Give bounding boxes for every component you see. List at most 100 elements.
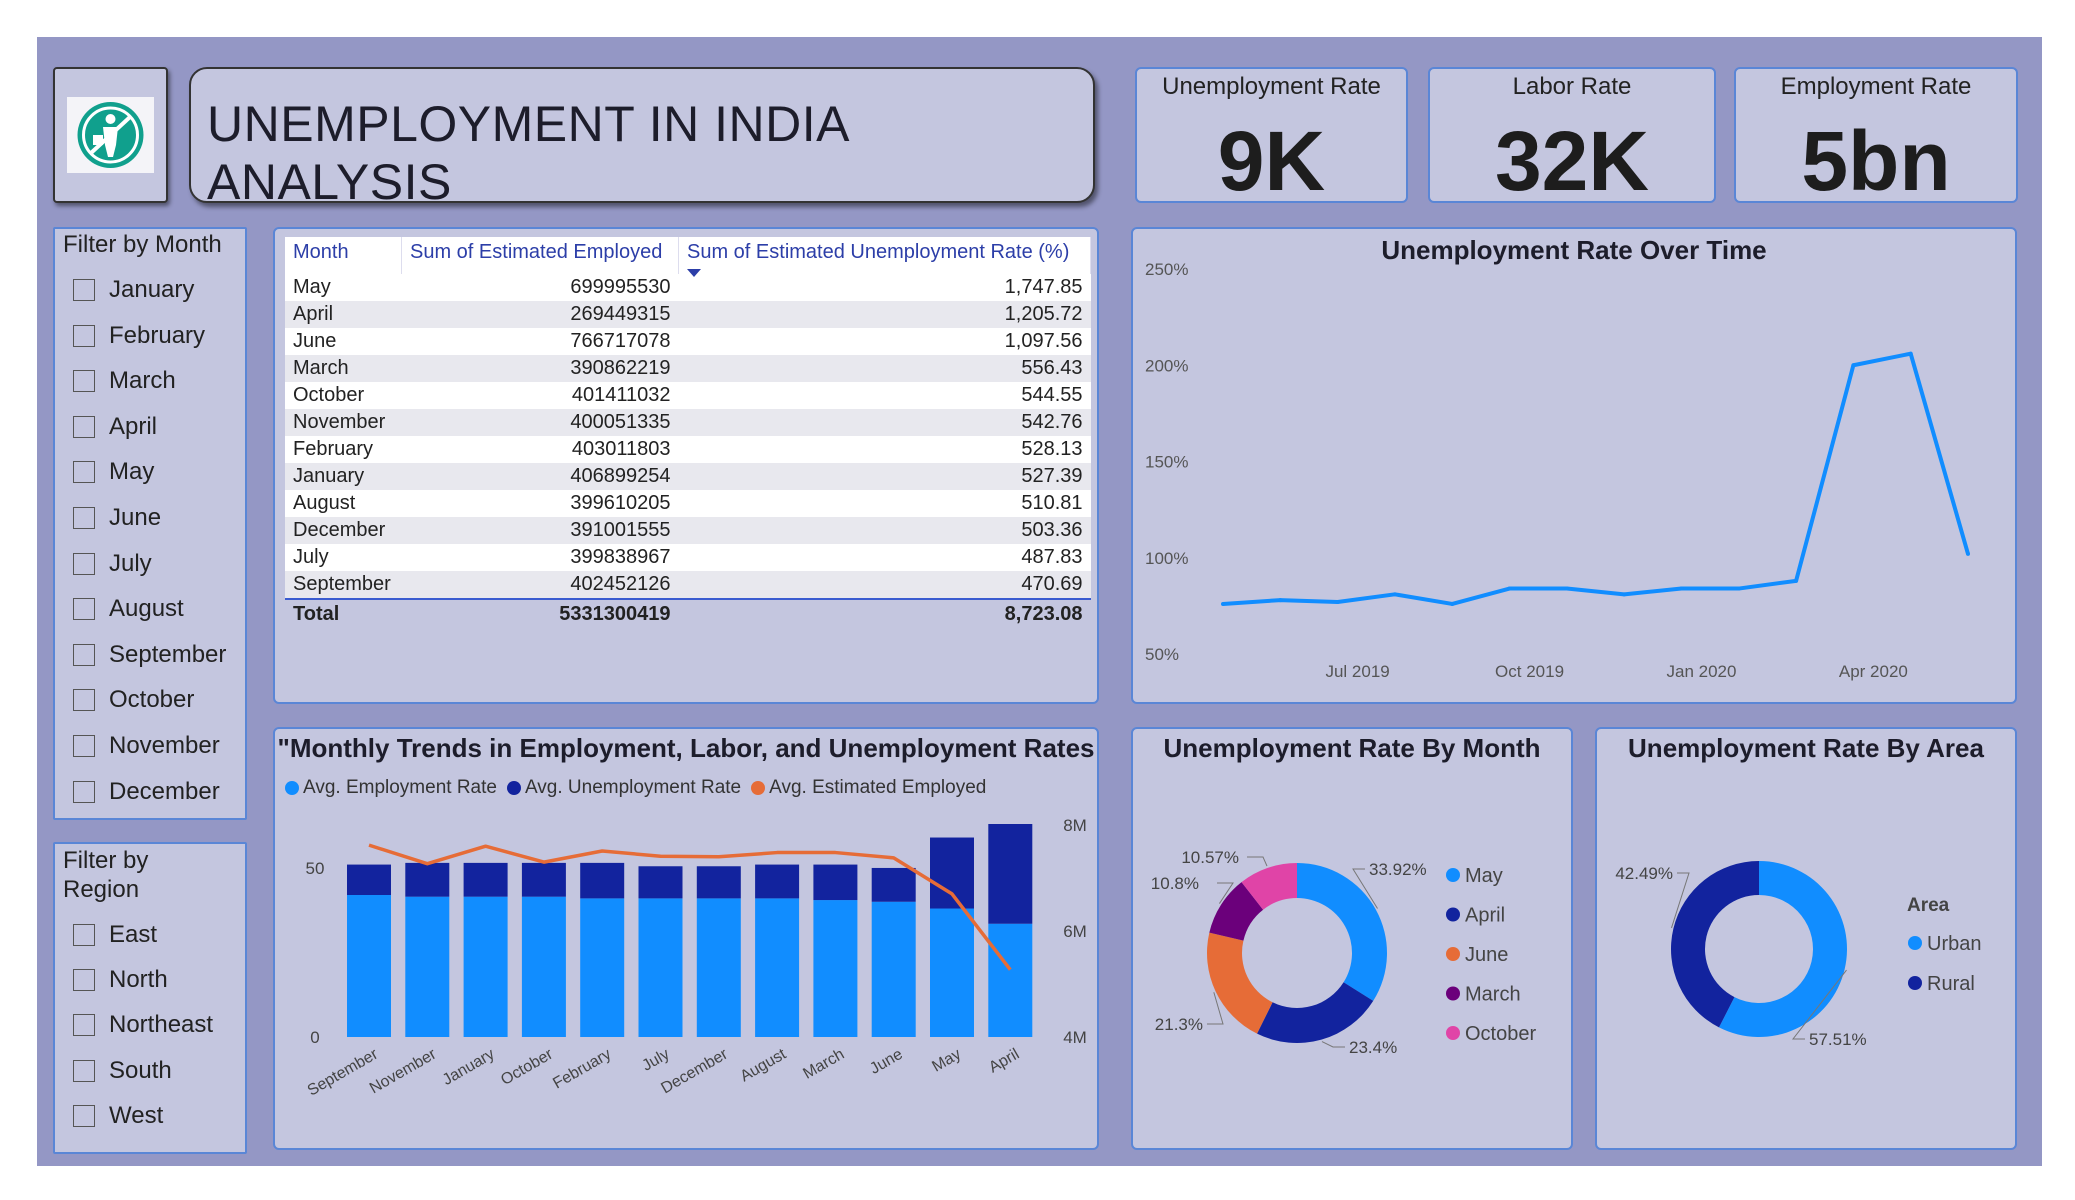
line-chart-visual[interactable]: Unemployment Rate Over Time 50% 100% 150% 2… <box>1131 227 2017 704</box>
region-filter-option[interactable]: North <box>73 964 168 996</box>
line-data-point[interactable] <box>1221 601 1225 606</box>
checkbox[interactable] <box>73 969 95 992</box>
unemployment-rate-bar[interactable] <box>696 866 741 899</box>
month-filter-option[interactable]: October <box>73 684 194 716</box>
area-donut-visual[interactable]: Unemployment Rate By Area 57.51% 42.49% Ar… <box>1595 727 2017 1150</box>
unemployment-rate-bar[interactable] <box>521 862 566 897</box>
table-row[interactable]: January 406899254 527.39 <box>285 463 1091 490</box>
employment-rate-bar[interactable] <box>813 900 858 1037</box>
column-header-month[interactable]: Month <box>285 237 402 274</box>
month-filter-option[interactable]: July <box>73 548 152 580</box>
employment-rate-bar[interactable] <box>638 898 683 1037</box>
employment-rate-bar[interactable] <box>930 908 974 1037</box>
kpi-card-unemployment[interactable]: Unemployment Rate 9K <box>1135 67 1408 208</box>
line-data-point[interactable] <box>1278 598 1283 603</box>
checkbox[interactable] <box>73 1104 95 1127</box>
month-filter-option[interactable]: August <box>73 593 184 625</box>
line-data-point[interactable] <box>1851 363 1856 368</box>
line-data-point[interactable] <box>1564 586 1569 591</box>
estimated-employed-line[interactable] <box>368 843 1012 971</box>
unemployment-rate-line[interactable] <box>1222 351 1970 606</box>
table-row[interactable]: December 391001555 503.36 <box>285 517 1091 544</box>
employment-rate-bar[interactable] <box>347 895 391 1037</box>
checkbox[interactable] <box>73 643 95 666</box>
line-data-point[interactable] <box>1908 351 1913 356</box>
donut-slice[interactable] <box>1241 863 1297 910</box>
checkbox[interactable] <box>73 279 95 301</box>
legend-label[interactable]: May <box>1465 865 1503 887</box>
checkbox[interactable] <box>73 461 95 484</box>
table-row[interactable]: November 400051335 542.76 <box>285 409 1091 436</box>
kpi-card-labor[interactable]: Labor Rate 32K <box>1428 67 1716 208</box>
line-data-point[interactable] <box>1794 578 1799 583</box>
legend-label[interactable]: Rural <box>1927 973 1975 995</box>
line-data-point[interactable] <box>1736 586 1741 591</box>
unemployment-rate-bar[interactable] <box>638 866 683 899</box>
checkbox[interactable] <box>73 598 95 621</box>
donut-slice[interactable] <box>1718 861 1847 1037</box>
month-filter-option[interactable]: November <box>73 730 220 762</box>
donut-slice[interactable] <box>1257 982 1374 1043</box>
table-row[interactable]: May 699995530 1,747.85 <box>285 274 1091 301</box>
line-data-point[interactable] <box>1507 586 1512 591</box>
table-row[interactable]: February 403011803 528.13 <box>285 436 1091 463</box>
line-data-point[interactable] <box>1966 551 1970 556</box>
checkbox[interactable] <box>73 507 95 529</box>
employment-rate-bar[interactable] <box>521 896 566 1037</box>
region-filter-option[interactable]: West <box>73 1100 163 1132</box>
month-donut-visual[interactable]: Unemployment Rate By Month 33.92% 23.4% 21… <box>1131 727 1573 1150</box>
legend-label[interactable]: June <box>1465 944 1508 966</box>
month-filter-option[interactable]: April <box>73 411 157 443</box>
legend-label[interactable]: Urban <box>1927 933 1981 955</box>
legend-item[interactable]: Avg. Estimated Employed <box>751 777 986 799</box>
employment-rate-bar[interactable] <box>696 898 741 1037</box>
checkbox[interactable] <box>73 370 95 393</box>
region-filter-option[interactable]: East <box>73 919 157 951</box>
checkbox[interactable] <box>73 552 95 575</box>
checkbox[interactable] <box>73 415 95 438</box>
table-row[interactable]: July 399838967 487.83 <box>285 544 1091 571</box>
table-row[interactable]: June 766717078 1,097.56 <box>285 328 1091 355</box>
legend-item[interactable]: Avg. Employment Rate <box>285 777 497 799</box>
line-data-point[interactable] <box>1392 592 1397 597</box>
employment-rate-bar[interactable] <box>405 896 450 1037</box>
month-filter-option[interactable]: March <box>73 365 176 397</box>
line-data-point[interactable] <box>1335 600 1340 605</box>
month-filter-option[interactable]: September <box>73 639 226 671</box>
legend-item[interactable]: Avg. Unemployment Rate <box>506 777 741 799</box>
employment-rate-bar[interactable] <box>755 898 800 1037</box>
column-header-unemployment-rate[interactable]: Sum of Estimated Unemployment Rate (%) <box>678 237 1091 277</box>
combo-chart-visual[interactable]: "Monthly Trends in Employment, Labor, an… <box>273 727 1099 1150</box>
checkbox[interactable] <box>73 1059 95 1082</box>
checkbox[interactable] <box>73 780 95 803</box>
unemployment-rate-bar[interactable] <box>871 867 916 902</box>
unemployment-rate-bar[interactable] <box>347 864 391 895</box>
month-filter-option[interactable]: May <box>73 456 154 488</box>
table-row[interactable]: September 402452126 470.69 <box>285 571 1091 599</box>
checkbox[interactable] <box>73 689 95 712</box>
unemployment-rate-bar[interactable] <box>813 864 858 901</box>
table-row[interactable]: March 390862219 556.43 <box>285 355 1091 382</box>
unemployment-rate-bar[interactable] <box>755 864 800 899</box>
legend-label[interactable]: October <box>1465 1023 1536 1045</box>
table-row[interactable]: April 269449315 1,205.72 <box>285 301 1091 328</box>
employment-rate-bar[interactable] <box>988 923 1033 1037</box>
employment-rate-bar[interactable] <box>463 896 508 1037</box>
table-row[interactable]: October 401411032 544.55 <box>285 382 1091 409</box>
unemployment-rate-bar[interactable] <box>930 837 974 909</box>
month-filter-option[interactable]: February <box>73 320 205 352</box>
donut-slice[interactable] <box>1209 882 1264 941</box>
legend-label[interactable]: April <box>1465 905 1505 927</box>
unemployment-rate-bar[interactable] <box>988 824 1033 924</box>
unemployment-rate-bar[interactable] <box>405 862 450 897</box>
month-filter-option[interactable]: January <box>73 274 194 306</box>
region-filter-option[interactable]: Northeast <box>73 1009 213 1041</box>
employment-rate-bar[interactable] <box>580 898 625 1037</box>
month-filter-option[interactable]: December <box>73 776 220 808</box>
unemployment-rate-bar[interactable] <box>580 862 625 899</box>
legend-label[interactable]: March <box>1465 984 1521 1006</box>
line-data-point[interactable] <box>1450 601 1455 606</box>
region-filter-option[interactable]: South <box>73 1055 172 1087</box>
line-data-point[interactable] <box>1622 592 1627 597</box>
line-data-point[interactable] <box>1679 586 1684 591</box>
